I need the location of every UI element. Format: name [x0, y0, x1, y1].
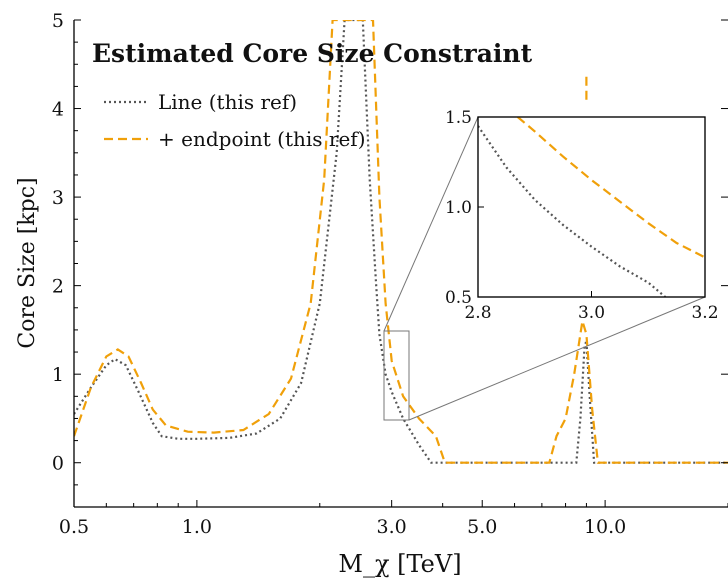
inset-frame [477, 116, 706, 298]
inset-series-group [478, 117, 705, 297]
chart-title: Estimated Core Size Constraint [92, 39, 533, 68]
zoom-connector-top [383, 116, 479, 332]
x-tick-label: 0.5 [59, 516, 89, 538]
zoom-region-box [383, 330, 410, 421]
x-tick-label: 10.0 [584, 516, 626, 538]
y-tick-label: 3 [52, 187, 64, 209]
y-tick-label: 4 [52, 99, 64, 121]
y-tick-label: 2 [52, 276, 64, 298]
x-axis-label: M_χ [TeV] [338, 550, 461, 578]
series-line-0 [74, 20, 728, 464]
x-axis-label-text: M_χ [TeV] [338, 550, 461, 578]
legend-label-line: Line (this ref) [158, 90, 297, 114]
y-tick-label: 1 [52, 364, 64, 386]
y-tick-label: 0 [52, 453, 64, 475]
inset-y-tick-label: 0.5 [445, 288, 472, 308]
inset-series-line-1 [516, 117, 705, 259]
inset-y-tick-label: 1.5 [445, 108, 472, 128]
x-ticks: 0.5 1.0 3.0 5.0 10.0 [59, 500, 728, 538]
y-tick-label: 5 [52, 10, 64, 32]
y-ticks: 0 1 2 3 4 5 [52, 10, 728, 508]
inset-ticks: 2.8 3.0 3.2 0.5 1.0 1.5 [445, 108, 719, 323]
x-tick-label: 1.0 [182, 516, 212, 538]
inset-y-tick-label: 1.0 [445, 198, 472, 218]
x-tick-label: 3.0 [377, 516, 407, 538]
main-series-group [74, 20, 728, 464]
inset-x-tick-label: 3.2 [691, 303, 718, 323]
zoom-connector-bottom [408, 296, 706, 421]
inset-x-tick-label: 3.0 [578, 303, 605, 323]
legend-label-endpoint: + endpoint (this ref) [158, 127, 366, 151]
zoom-indicator [383, 116, 706, 421]
main-plot-area: 0.5 1.0 3.0 5.0 10.0 0 1 2 3 4 5 [52, 10, 728, 538]
legend: Line (this ref) + endpoint (this ref) [104, 90, 366, 151]
inset-x-tick-label: 2.8 [464, 303, 491, 323]
y-axis-label: Core Size [kpc] [15, 177, 40, 348]
inset-chart: 2.8 3.0 3.2 0.5 1.0 1.5 [445, 108, 719, 323]
x-tick-label: 5.0 [467, 516, 497, 538]
